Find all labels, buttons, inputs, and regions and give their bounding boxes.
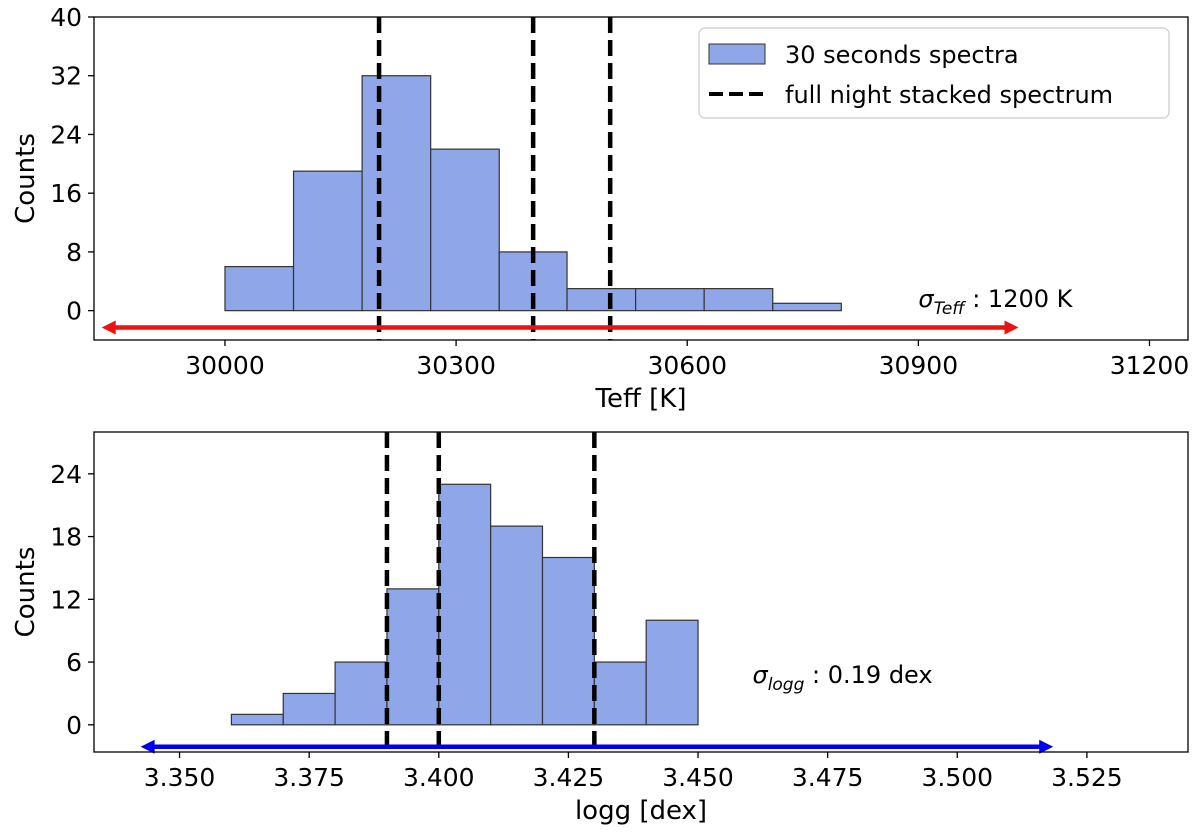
teff-y-tick-label: 24 bbox=[50, 120, 82, 149]
teff-stacked-lines bbox=[376, 17, 613, 340]
logg-bar bbox=[334, 661, 388, 726]
legend-entry-stacked-spectrum: full night stacked spectrum bbox=[785, 81, 1113, 109]
logg-x-tick-label: 3.425 bbox=[533, 763, 605, 792]
logg-sigma-symbol: σ bbox=[752, 661, 768, 689]
teff-x-tick-label: 30000 bbox=[185, 351, 265, 380]
legend-entry-30s-spectra: 30 seconds spectra bbox=[785, 41, 1019, 69]
logg-arrow-head-right bbox=[1039, 739, 1054, 754]
logg-bar bbox=[645, 619, 699, 726]
teff-axes-frame bbox=[93, 16, 1189, 341]
logg-x-tick-label: 3.450 bbox=[662, 763, 734, 792]
teff-y-tick-label: 40 bbox=[50, 3, 82, 32]
logg-sigma-arrow bbox=[140, 739, 1054, 754]
teff-bar bbox=[224, 265, 295, 312]
teff-x-ticks: 30000 30300 30600 30900 31200 bbox=[185, 340, 1189, 380]
logg-y-tick-label: 18 bbox=[50, 523, 82, 552]
logg-sigma-value: : 0.19 dex bbox=[804, 661, 932, 689]
teff-y-tick-label: 8 bbox=[66, 238, 82, 267]
teff-y-ticks: 0 8 16 24 32 40 bbox=[50, 3, 94, 326]
teff-sigma-subscript: Teff bbox=[934, 299, 967, 319]
logg-stacked-lines bbox=[384, 432, 597, 752]
teff-x-tick-label: 30300 bbox=[416, 351, 496, 380]
logg-bar bbox=[386, 588, 440, 726]
logg-bar bbox=[282, 692, 336, 726]
teff-y-axis-label: Counts bbox=[11, 133, 41, 224]
logg-x-tick-label: 3.400 bbox=[403, 763, 475, 792]
teff-arrow-head-left bbox=[101, 320, 116, 335]
teff-bar bbox=[292, 170, 363, 312]
teff-sigma-value: : 1200 K bbox=[965, 285, 1074, 313]
logg-y-tick-label: 12 bbox=[50, 585, 82, 614]
teff-x-tick-label: 30600 bbox=[647, 351, 727, 380]
teff-bar bbox=[772, 302, 842, 312]
teff-arrow-head-right bbox=[1004, 320, 1019, 335]
logg-histogram-panel: σlogg : 0.19 dex 3.350 3.375 3.400 3.425 3.4… bbox=[11, 431, 1189, 826]
teff-bar bbox=[361, 75, 432, 312]
teff-histogram-panel: σTeff : 1200 K 30000 30300 30600 30900 31200… bbox=[11, 3, 1189, 414]
teff-y-tick-label: 32 bbox=[50, 62, 82, 91]
logg-bar bbox=[593, 661, 647, 726]
logg-sigma-subscript: logg bbox=[768, 675, 805, 695]
teff-sigma-symbol: σ bbox=[918, 285, 934, 313]
legend-box bbox=[698, 27, 1170, 119]
teff-x-tick-label: 30900 bbox=[879, 351, 959, 380]
logg-bar bbox=[438, 483, 492, 726]
teff-sigma-arrow bbox=[101, 320, 1019, 335]
logg-arrow-head-left bbox=[140, 739, 155, 754]
logg-bar bbox=[541, 556, 595, 726]
teff-x-axis-label: Teff [K] bbox=[595, 384, 687, 414]
logg-x-ticks: 3.350 3.375 3.400 3.425 3.450 3.475 3.500 3.525 bbox=[144, 752, 1123, 792]
logg-x-tick-label: 3.350 bbox=[144, 763, 216, 792]
logg-x-tick-label: 3.475 bbox=[792, 763, 864, 792]
logg-y-tick-label: 6 bbox=[66, 648, 82, 677]
teff-bars bbox=[224, 75, 842, 312]
legend-swatch-patch bbox=[708, 43, 766, 65]
logg-bar bbox=[230, 713, 284, 726]
legend: 30 seconds spectra full night stacked sp… bbox=[698, 27, 1170, 119]
logg-x-axis-label: logg [dex] bbox=[575, 796, 707, 826]
logg-y-tick-label: 24 bbox=[50, 460, 82, 489]
logg-bar bbox=[490, 525, 544, 726]
teff-y-tick-label: 16 bbox=[50, 179, 82, 208]
teff-x-tick-label: 31200 bbox=[1110, 351, 1190, 380]
teff-sigma-annotation: σTeff : 1200 K bbox=[918, 285, 1073, 319]
teff-bar bbox=[635, 288, 705, 312]
teff-bar bbox=[430, 148, 500, 312]
teff-y-tick-label: 0 bbox=[66, 297, 82, 326]
logg-bars bbox=[230, 483, 699, 726]
logg-x-tick-label: 3.500 bbox=[921, 763, 993, 792]
teff-bar bbox=[703, 288, 774, 312]
logg-x-tick-label: 3.525 bbox=[1051, 763, 1123, 792]
logg-axes-frame bbox=[93, 431, 1189, 753]
logg-y-tick-label: 0 bbox=[66, 711, 82, 740]
logg-y-ticks: 0 6 12 18 24 bbox=[50, 460, 94, 740]
logg-x-tick-label: 3.375 bbox=[273, 763, 345, 792]
logg-sigma-annotation: σlogg : 0.19 dex bbox=[752, 661, 932, 695]
teff-bar bbox=[566, 288, 637, 312]
logg-y-axis-label: Counts bbox=[11, 547, 41, 638]
